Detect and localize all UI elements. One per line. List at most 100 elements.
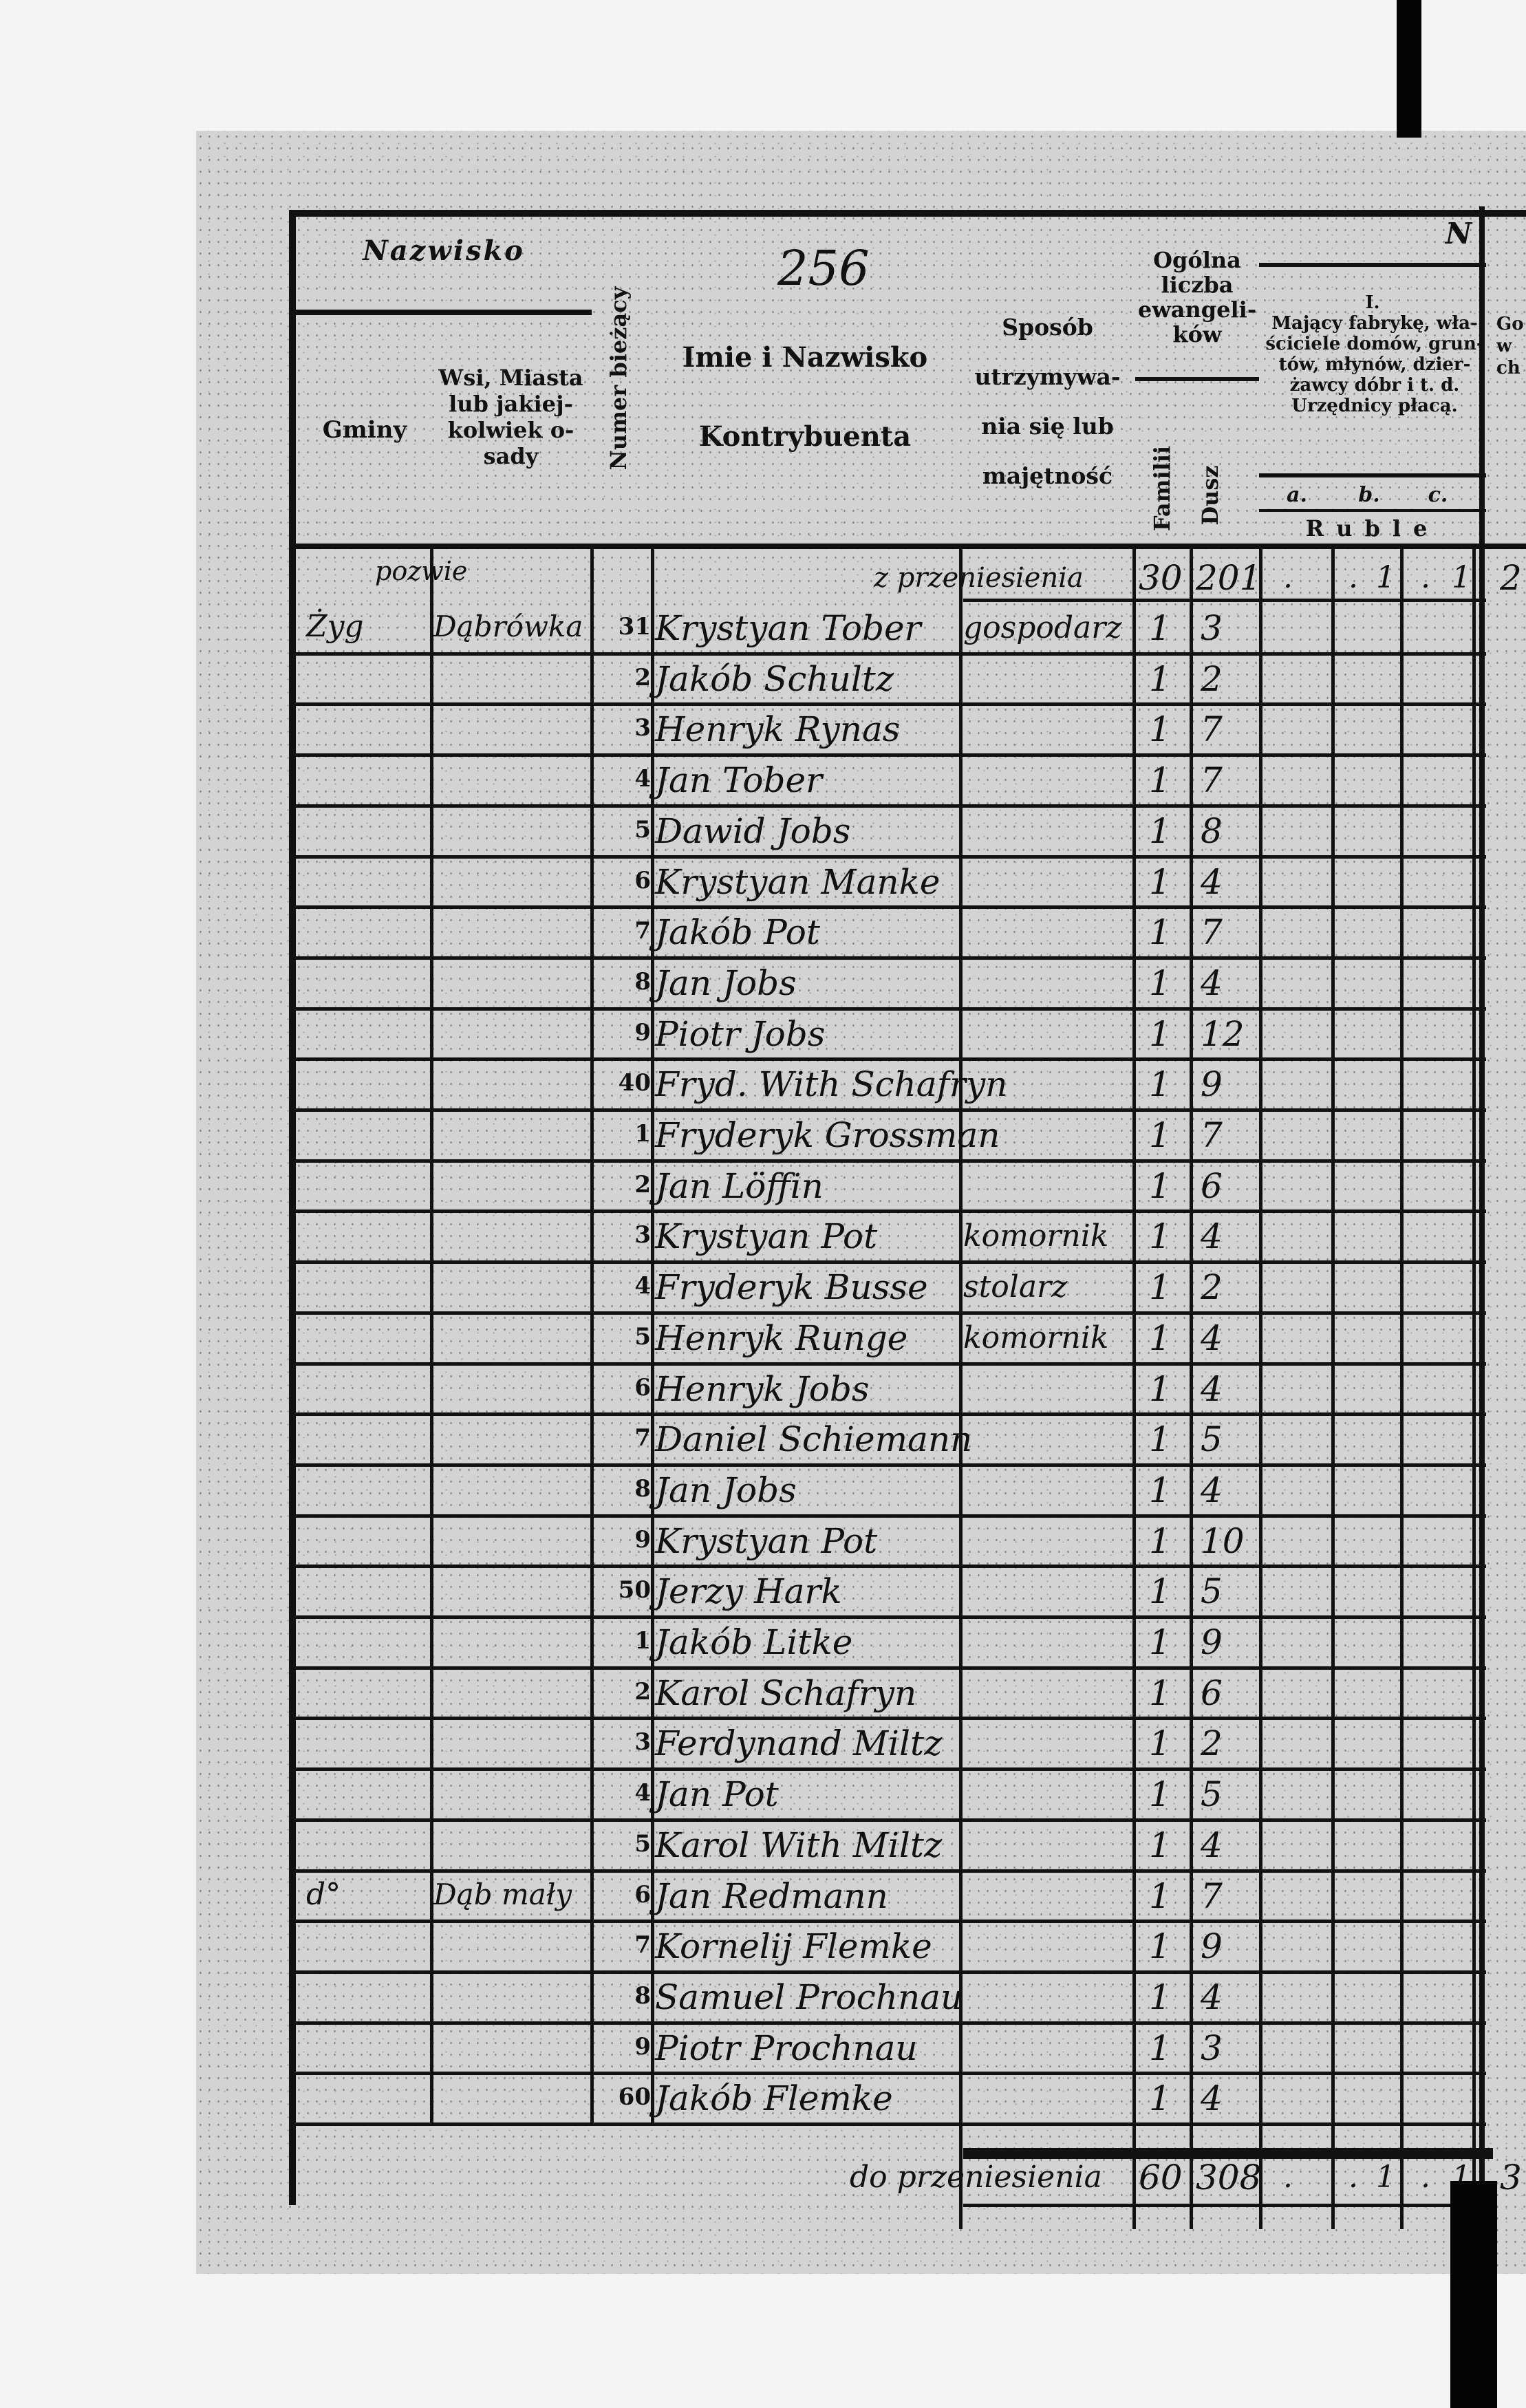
table-left-border: [289, 210, 296, 2205]
row-rule: [296, 854, 1486, 859]
souls-count: 7: [1201, 1875, 1223, 1916]
livelihood: komornik: [963, 1218, 1109, 1254]
kontrybuenta-heading: Kontrybuenta: [698, 420, 912, 453]
souls-count: 4: [1201, 1368, 1223, 1409]
section-roman: I.: [1365, 292, 1380, 313]
header-divider: [1259, 263, 1486, 267]
column-rule: [1331, 549, 1335, 2229]
ruble-mark: 1: [1376, 560, 1395, 595]
souls-count: 2: [1201, 1723, 1223, 1764]
carry-in-dusz: 201: [1196, 558, 1262, 598]
families-count: 1: [1149, 2078, 1171, 2119]
contributor-name: Jakób Litke: [655, 1622, 853, 1662]
column-rule: [590, 549, 594, 2125]
row-number: 7: [634, 1424, 651, 1452]
contributor-name: Jan Pot: [655, 1774, 779, 1815]
ruble-mark: .: [1421, 560, 1430, 595]
row-number: 31: [618, 613, 651, 641]
header-bottom-border: [296, 544, 1526, 549]
families-count: 1: [1149, 1318, 1171, 1358]
village-name: Dąbrówka: [433, 610, 583, 643]
families-count: 1: [1149, 1520, 1171, 1561]
row-rule: [296, 1615, 1486, 1619]
row-rule: [296, 1007, 1486, 1011]
contributor-name: Jerzy Hark: [655, 1571, 842, 1612]
families-count: 1: [1149, 1571, 1171, 1612]
families-count: 1: [1149, 760, 1171, 801]
souls-count: 5: [1201, 1571, 1223, 1612]
row-number: 40: [618, 1069, 651, 1097]
contributor-name: Jan Tober: [655, 760, 823, 801]
contributor-name: Karol With Miltz: [655, 1825, 943, 1865]
scan-edge: [1450, 2181, 1497, 2408]
row-rule: [296, 956, 1486, 960]
row-rule: [296, 702, 1486, 707]
row-rule: [296, 1463, 1486, 1467]
header-divider: [1259, 473, 1486, 477]
row-number: 1: [634, 1627, 651, 1655]
souls-count: 6: [1201, 1673, 1223, 1713]
row-number: 9: [634, 1525, 651, 1554]
souls-count: 3: [1201, 2028, 1223, 2068]
souls-count: 2: [1201, 1267, 1223, 1308]
row-rule: [296, 1869, 1486, 1873]
souls-count: 7: [1201, 1115, 1223, 1155]
row-number: 4: [634, 1272, 651, 1300]
ruble-mark: .: [1348, 2160, 1358, 2195]
souls-count: 7: [1201, 709, 1223, 750]
carry-in-label: z przeniesienia: [874, 562, 1084, 594]
scan-edge: [1397, 0, 1421, 138]
row-number: 9: [634, 2032, 651, 2061]
sub-c: c.: [1428, 483, 1448, 507]
dusz-heading: Dusz: [1197, 465, 1223, 526]
wsi-heading: Wsi, Miasta lub jakiej-kolwiek o-sady: [438, 365, 583, 469]
village-name: Dąb mały: [433, 1877, 572, 1911]
souls-count: 4: [1201, 1318, 1223, 1358]
souls-count: 9: [1201, 1064, 1223, 1105]
row-rule: [296, 1970, 1486, 1974]
families-count: 1: [1149, 1470, 1171, 1510]
document-page: [196, 131, 1526, 2274]
carry-out-dusz: 308: [1196, 2158, 1262, 2197]
souls-count: 4: [1201, 963, 1223, 1003]
ruble-mark: 1: [1452, 560, 1471, 595]
families-count: 1: [1149, 1013, 1171, 1054]
row-number: 8: [634, 1474, 651, 1503]
souls-count: 9: [1201, 1622, 1223, 1662]
column-rule: [1472, 549, 1476, 2229]
contributor-name: Henryk Jobs: [655, 1368, 870, 1409]
total-rule: [963, 2148, 1493, 2159]
row-rule: [296, 1767, 1486, 1772]
families-count: 1: [1149, 810, 1171, 851]
families-count: 1: [1149, 608, 1171, 648]
sub-a: a.: [1287, 483, 1307, 507]
contributor-name: Fryderyk Busse: [655, 1267, 928, 1308]
row-number: 2: [634, 663, 651, 691]
families-count: 1: [1149, 709, 1171, 750]
sposob-heading: Sposób utrzymywa-nia się lub majętność: [974, 314, 1121, 489]
row-number: 8: [634, 967, 651, 996]
contributor-name: Krystyan Tober: [655, 608, 921, 648]
souls-count: 7: [1201, 760, 1223, 801]
souls-count: 9: [1201, 1926, 1223, 1967]
gminy-heading: Gminy: [322, 416, 407, 444]
row-number: 4: [634, 765, 651, 793]
families-count: 1: [1149, 1115, 1171, 1155]
families-count: 1: [1149, 963, 1171, 1003]
carry-out-next: 3: [1500, 2158, 1522, 2197]
families-count: 1: [1149, 912, 1171, 953]
row-rule: [296, 1210, 1486, 1214]
row-rule: [296, 1565, 1486, 1569]
column-rule: [959, 549, 963, 2229]
contributor-name: Jan Löffin: [655, 1165, 824, 1206]
families-count: 1: [1149, 1825, 1171, 1865]
row-number: 4: [634, 1779, 651, 1807]
carry-out-familii: 60: [1139, 2158, 1183, 2197]
page-number: 256: [777, 240, 870, 297]
families-count: 1: [1149, 1926, 1171, 1967]
nazwisko-heading: Nazwisko: [363, 235, 525, 267]
souls-count: 4: [1201, 861, 1223, 902]
total-rule: [963, 2204, 1493, 2207]
row-number: 2: [634, 1677, 651, 1706]
souls-count: 10: [1201, 1520, 1245, 1561]
